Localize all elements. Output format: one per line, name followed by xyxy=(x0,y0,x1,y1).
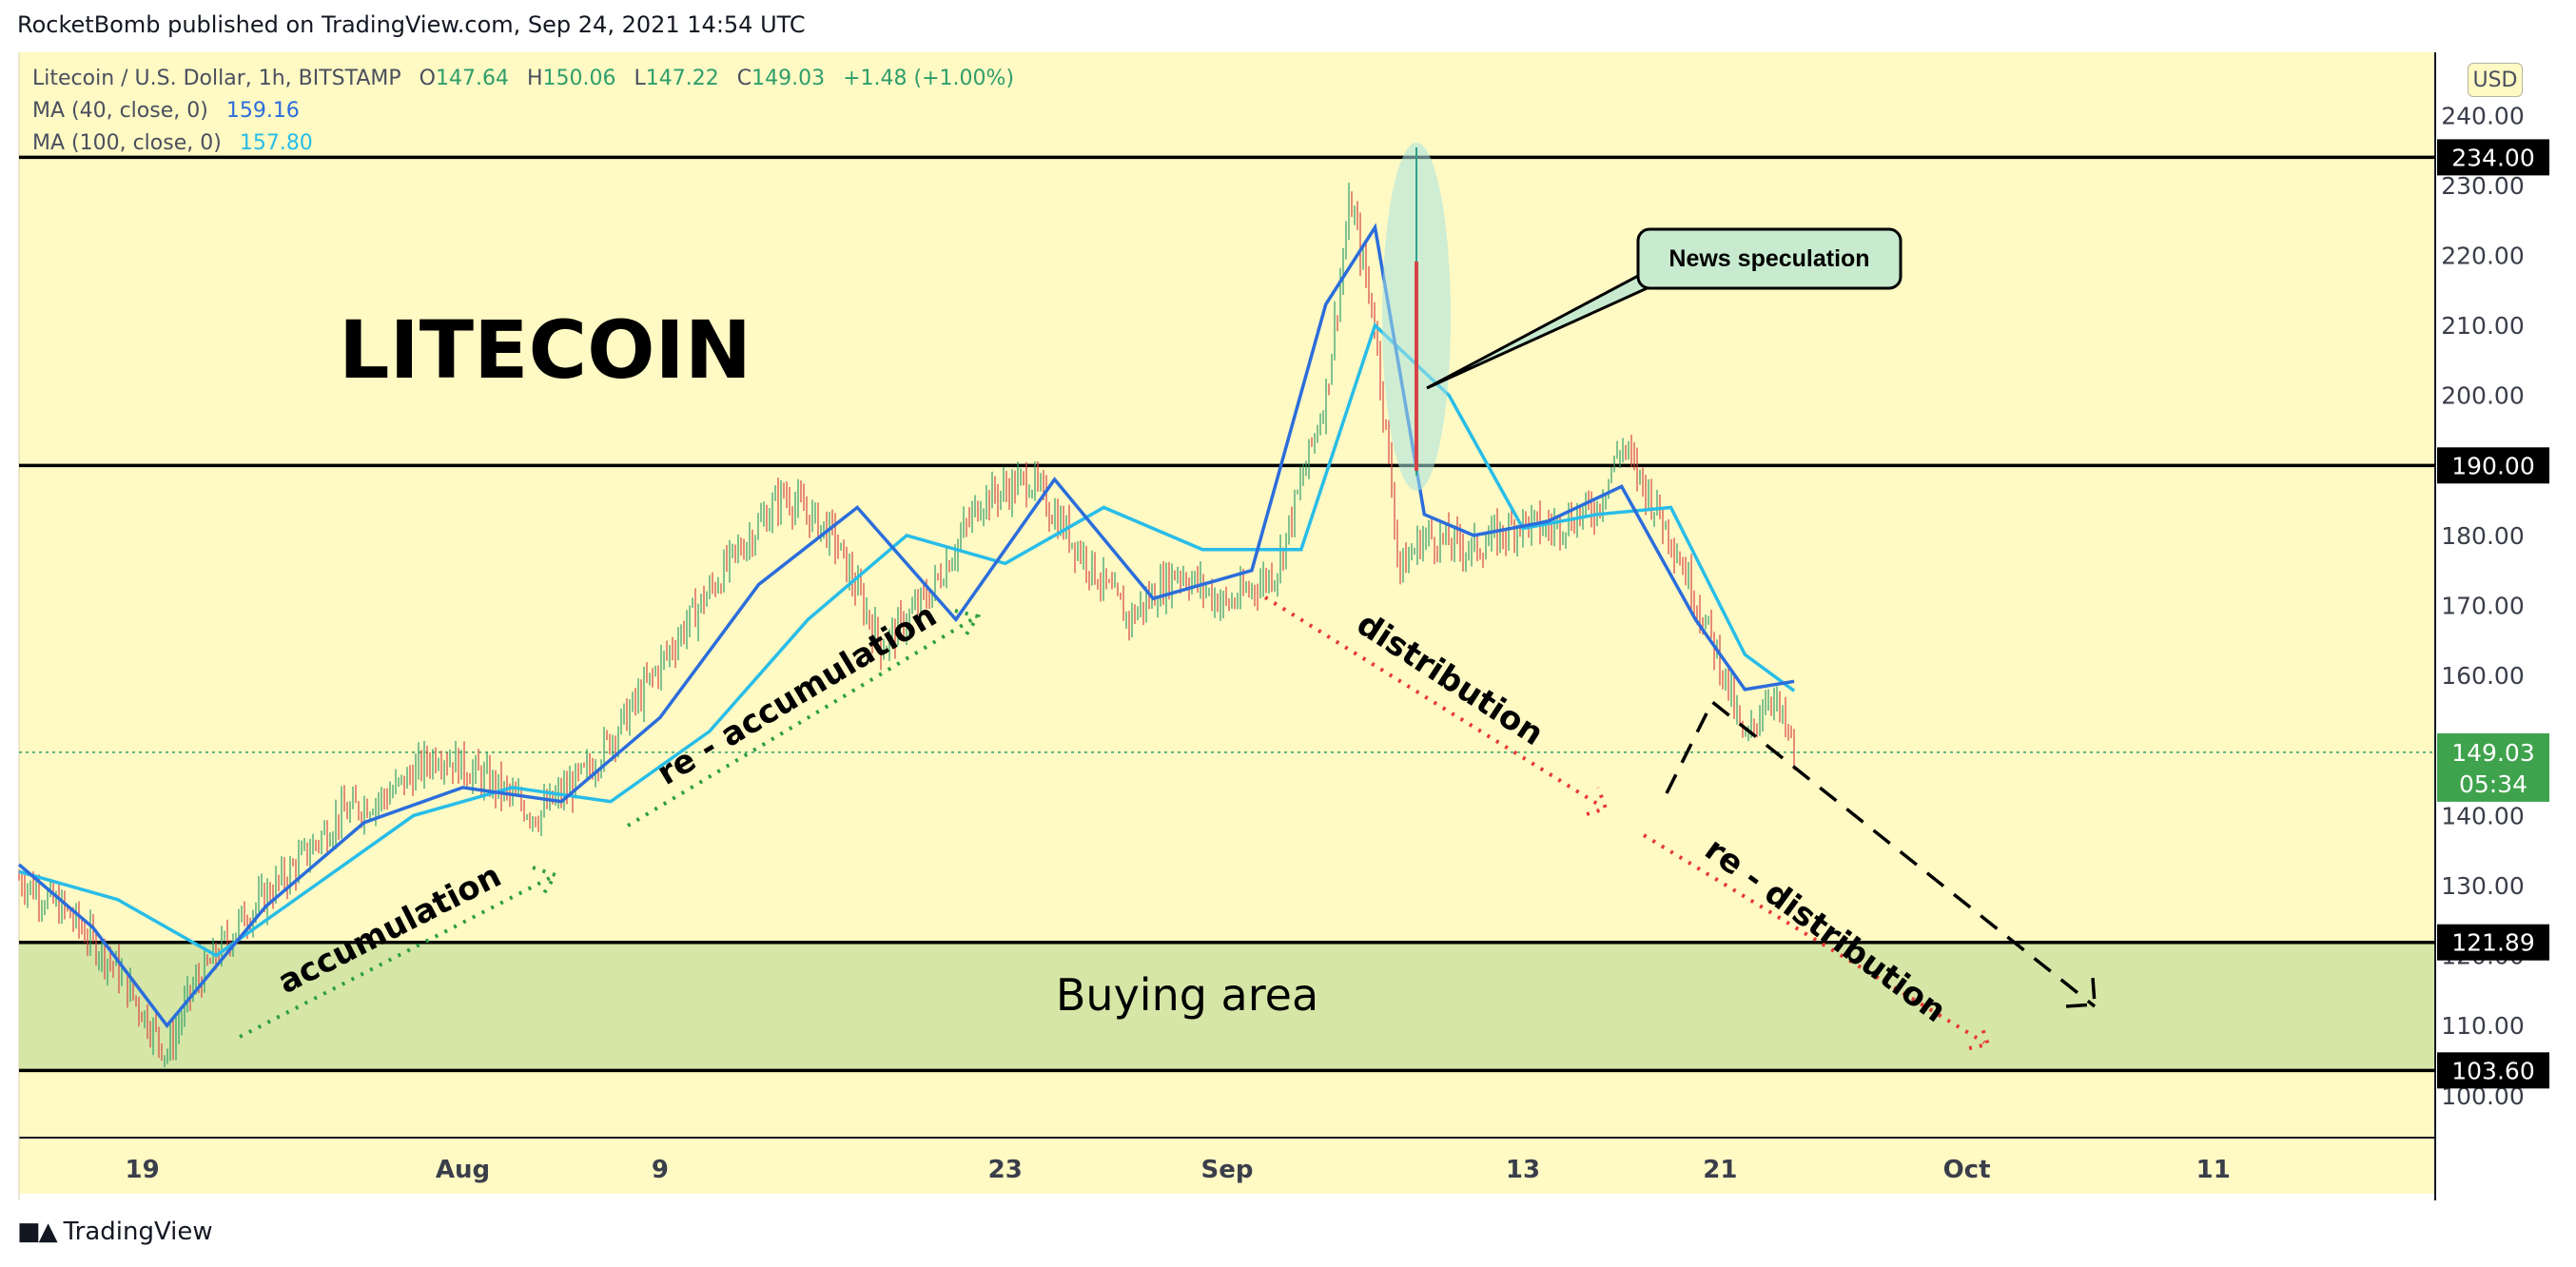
legend-high: 150.06 xyxy=(542,67,616,90)
x-tick-label: Oct xyxy=(1943,1156,1991,1184)
legend-ma100[interactable]: MA (100, close, 0) 157.80 xyxy=(32,131,313,155)
ma100-line xyxy=(18,322,1796,958)
x-tick-label: Sep xyxy=(1201,1156,1254,1184)
y-tick-label: 220.00 xyxy=(2441,242,2524,269)
x-tick-label: 23 xyxy=(988,1156,1023,1184)
legend-open: 147.64 xyxy=(436,67,509,90)
legend-ma40-value: 159.16 xyxy=(225,99,300,123)
level-badge xyxy=(2437,447,2549,484)
publisher-line: RocketBomb published on TradingView.com,… xyxy=(17,11,806,38)
footer-brand[interactable]: TradingView xyxy=(63,1218,213,1246)
x-tick-label: Aug xyxy=(436,1156,490,1184)
x-tick-label: 11 xyxy=(2196,1156,2231,1184)
level-badge xyxy=(2437,1052,2549,1089)
level-badge-label: 121.89 xyxy=(2451,929,2534,957)
level-badge-label: 190.00 xyxy=(2451,452,2534,479)
level-badge-label: 234.00 xyxy=(2451,144,2534,171)
y-tick-label: 130.00 xyxy=(2441,872,2524,900)
y-tick-label: 140.00 xyxy=(2441,802,2524,829)
x-tick-label: 9 xyxy=(652,1156,669,1184)
re-accumulation-arrow xyxy=(626,609,982,828)
legend-low-label: L xyxy=(634,67,646,90)
y-tick-label: 200.00 xyxy=(2441,382,2524,410)
y-tick-label: 240.00 xyxy=(2441,102,2524,129)
level-badge-label: 103.60 xyxy=(2451,1057,2534,1084)
level-badge xyxy=(2437,139,2549,176)
re-distribution-arrow xyxy=(1642,833,1991,1050)
legend-symbol: Litecoin / U.S. Dollar, 1h, BITSTAMP xyxy=(32,67,401,90)
legend-ma100-value: 157.80 xyxy=(239,131,313,155)
footer: ■▲ TradingView xyxy=(17,1218,213,1246)
y-tick-label: 110.00 xyxy=(2441,1012,2524,1040)
y-tick-label: 160.00 xyxy=(2441,662,2524,690)
legend-open-label: O xyxy=(419,67,436,90)
level-badge xyxy=(2437,924,2549,961)
countdown-label: 05:34 xyxy=(2459,770,2527,798)
y-tick-label: 180.00 xyxy=(2441,522,2524,550)
x-tick-label: 21 xyxy=(1703,1156,1737,1184)
legend-ma40-label: MA (40, close, 0) xyxy=(32,99,208,123)
legend-ohlc: Litecoin / U.S. Dollar, 1h, BITSTAMP O14… xyxy=(32,67,1014,90)
current-price-label: 149.03 xyxy=(2451,739,2534,767)
zone-label: Buying area xyxy=(1056,969,1318,1021)
legend-low: 147.22 xyxy=(645,67,719,90)
legend-close: 149.03 xyxy=(751,67,826,90)
legend-change: +1.48 (+1.00%) xyxy=(843,67,1015,90)
x-tick-label: 19 xyxy=(125,1156,159,1184)
legend-ma40[interactable]: MA (40, close, 0) 159.16 xyxy=(32,99,300,123)
projection-arrow xyxy=(1665,699,2097,1008)
tradingview-logo-icon: ■▲ xyxy=(17,1218,58,1246)
y-tick-label: 230.00 xyxy=(2441,172,2524,200)
y-tick-label: 210.00 xyxy=(2441,312,2524,340)
legend-high-label: H xyxy=(526,67,543,90)
legend-ma100-label: MA (100, close, 0) xyxy=(32,131,222,155)
y-tick-label: 170.00 xyxy=(2441,593,2524,620)
news-callout-box xyxy=(1636,227,1903,290)
legend-close-label: C xyxy=(736,67,752,90)
currency-button[interactable]: USD xyxy=(2468,63,2523,97)
x-tick-label: 13 xyxy=(1506,1156,1540,1184)
current-price-badge xyxy=(2437,732,2549,802)
chart-title: LITECOIN xyxy=(339,303,751,397)
buy-zone xyxy=(19,942,2435,1071)
ma40-line xyxy=(17,223,1795,1029)
news-callout-text: News speculation xyxy=(1669,245,1869,272)
